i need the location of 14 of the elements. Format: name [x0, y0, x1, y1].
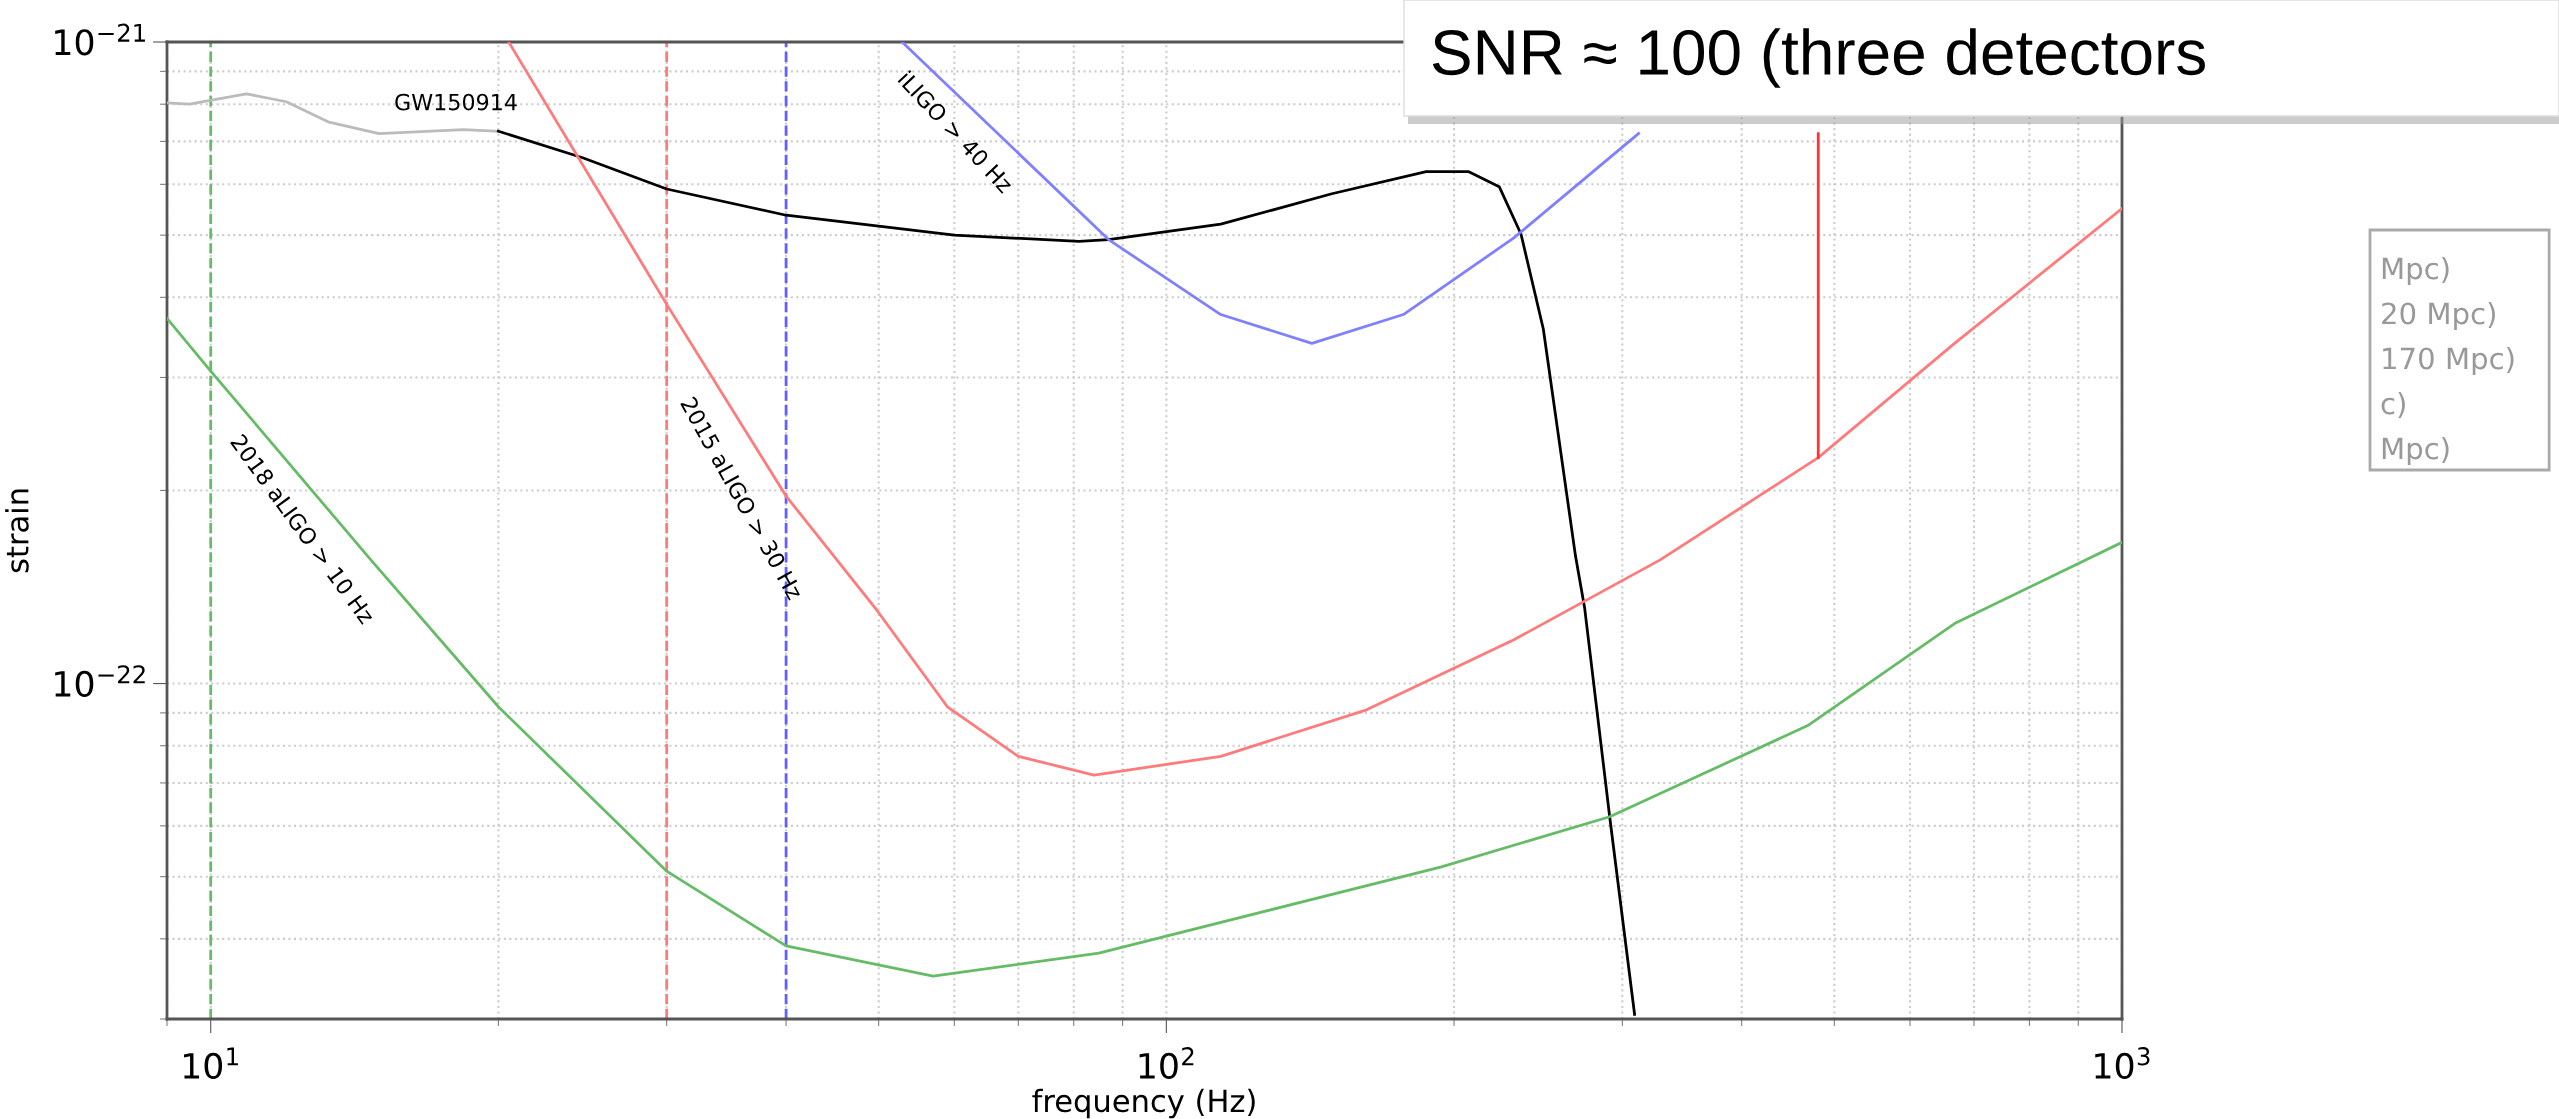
x-tick-label: 10$^{2}$ [1139, 1047, 1194, 1079]
text: 20 Mpc) [2382, 301, 2495, 331]
annotation: SNR ≈ 100 (three detectors [1432, 28, 2205, 88]
text: Mpc) [2382, 256, 2449, 286]
annotation: GW150914 [395, 93, 517, 111]
y-tick-label: 10$^{−22}$ [55, 665, 145, 697]
text: 170 Mpc) [2383, 346, 2514, 376]
text: c) [2381, 391, 2405, 418]
y-tick-label: 10$^{−21}$ [55, 23, 145, 56]
x-tick-label: 10$^{3}$ [2095, 1047, 2150, 1079]
x-tick-label: 10$^{1}$ [183, 1047, 238, 1079]
y-axis-title: strain [5, 489, 29, 573]
text: Mpc) [2382, 436, 2449, 466]
x-axis-title: frequency (Hz) [1032, 1088, 1255, 1119]
